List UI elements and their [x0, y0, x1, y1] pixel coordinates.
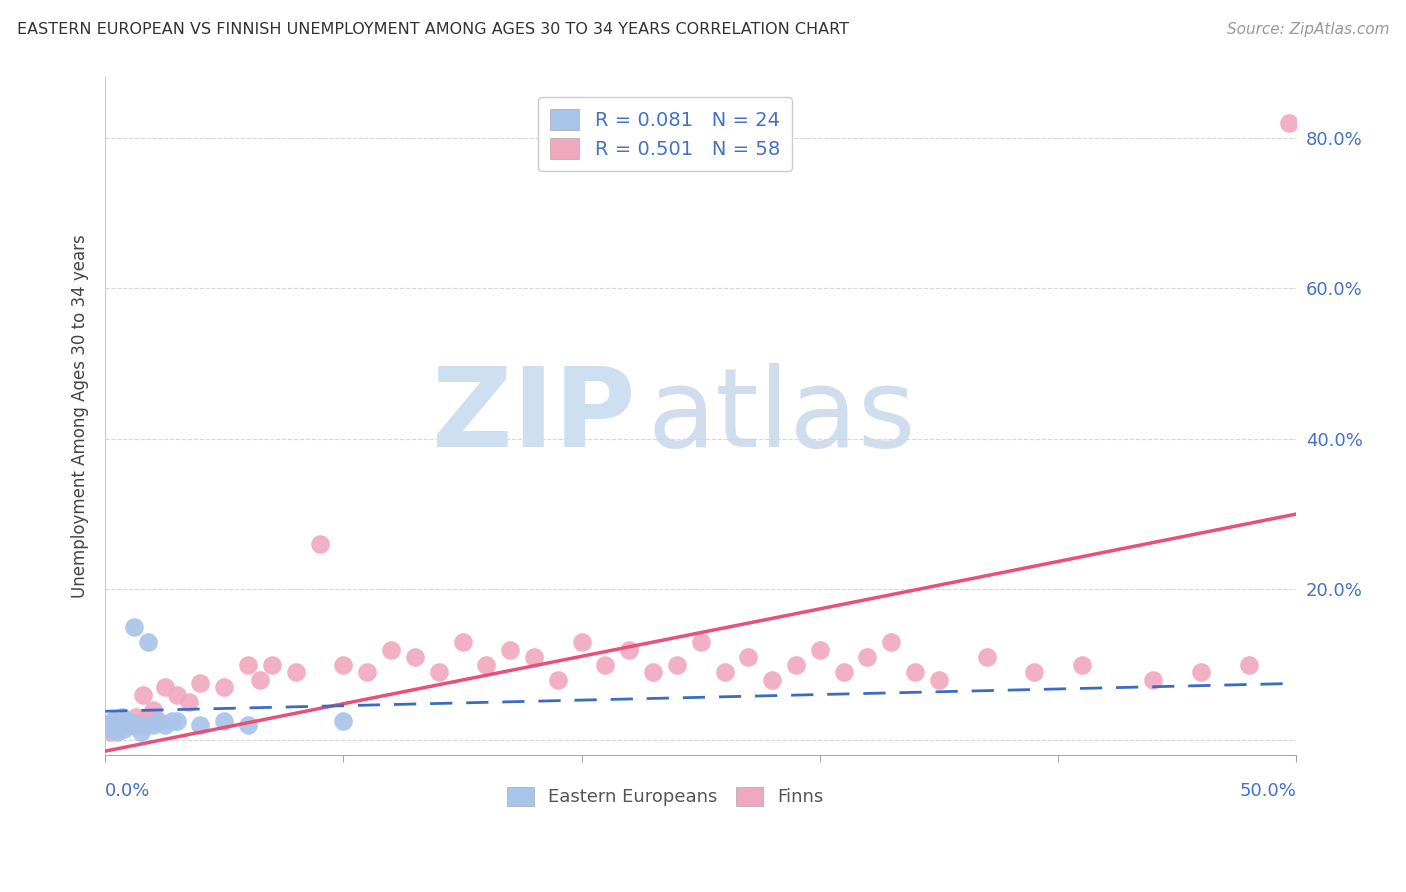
Point [129, 714, 152, 728]
Point [665, 657, 688, 672]
Point [108, 718, 131, 732]
Point [122, 620, 145, 634]
Point [571, 635, 593, 649]
Point [118, 714, 141, 728]
Point [105, 725, 128, 739]
Point [146, 714, 169, 728]
Text: Source: ZipAtlas.com: Source: ZipAtlas.com [1226, 22, 1389, 37]
Point [761, 673, 783, 687]
Point [832, 665, 855, 679]
Point [104, 714, 127, 728]
Point [166, 688, 188, 702]
Point [98, 722, 121, 736]
Text: atlas: atlas [647, 363, 915, 470]
Point [1278, 115, 1301, 129]
Point [785, 657, 807, 672]
Point [112, 722, 135, 736]
Point [808, 642, 831, 657]
Point [101, 714, 124, 728]
Point [619, 642, 641, 657]
Point [112, 718, 135, 732]
Point [904, 665, 927, 679]
Point [166, 714, 188, 728]
Point [308, 537, 330, 551]
Point [427, 665, 450, 679]
Y-axis label: Unemployment Among Ages 30 to 34 years: Unemployment Among Ages 30 to 34 years [72, 235, 89, 598]
Point [643, 665, 665, 679]
Point [404, 650, 426, 665]
Point [1142, 673, 1164, 687]
Point [284, 665, 307, 679]
Point [142, 703, 165, 717]
Point [115, 714, 138, 728]
Text: 50.0%: 50.0% [1240, 781, 1296, 799]
Point [129, 725, 152, 739]
Point [475, 657, 498, 672]
Point [190, 676, 212, 690]
Point [142, 718, 165, 732]
Point [499, 642, 522, 657]
Point [105, 722, 128, 736]
Point [125, 710, 148, 724]
Point [332, 657, 354, 672]
Point [260, 657, 283, 672]
Point [118, 714, 141, 728]
Point [136, 710, 159, 724]
Legend: Eastern Europeans, Finns: Eastern Europeans, Finns [499, 780, 831, 814]
Point [153, 718, 176, 732]
Point [1189, 665, 1212, 679]
Text: ZIP: ZIP [432, 363, 636, 470]
Point [928, 673, 950, 687]
Text: 0.0%: 0.0% [105, 781, 150, 799]
Point [160, 714, 183, 728]
Point [332, 714, 354, 728]
Point [136, 635, 159, 649]
Point [214, 680, 236, 694]
Point [153, 680, 176, 694]
Point [689, 635, 711, 649]
Point [190, 718, 212, 732]
Point [713, 665, 735, 679]
Point [976, 650, 998, 665]
Point [356, 665, 378, 679]
Text: EASTERN EUROPEAN VS FINNISH UNEMPLOYMENT AMONG AGES 30 TO 34 YEARS CORRELATION C: EASTERN EUROPEAN VS FINNISH UNEMPLOYMENT… [17, 22, 849, 37]
Point [880, 635, 903, 649]
Point [94, 718, 117, 732]
Point [111, 710, 134, 724]
Point [523, 650, 546, 665]
Point [236, 718, 259, 732]
Point [595, 657, 617, 672]
Point [94, 722, 117, 736]
Point [132, 718, 155, 732]
Point [547, 673, 569, 687]
Point [236, 657, 259, 672]
Point [1237, 657, 1260, 672]
Point [132, 688, 155, 702]
Point [97, 718, 120, 732]
Point [98, 725, 121, 739]
Point [249, 673, 271, 687]
Point [177, 695, 200, 709]
Point [122, 718, 145, 732]
Point [111, 714, 134, 728]
Point [380, 642, 402, 657]
Point [146, 714, 169, 728]
Point [125, 718, 148, 732]
Point [214, 714, 236, 728]
Point [118, 718, 141, 732]
Point [856, 650, 879, 665]
Point [451, 635, 474, 649]
Point [737, 650, 759, 665]
Point [1070, 657, 1092, 672]
Point [1024, 665, 1046, 679]
